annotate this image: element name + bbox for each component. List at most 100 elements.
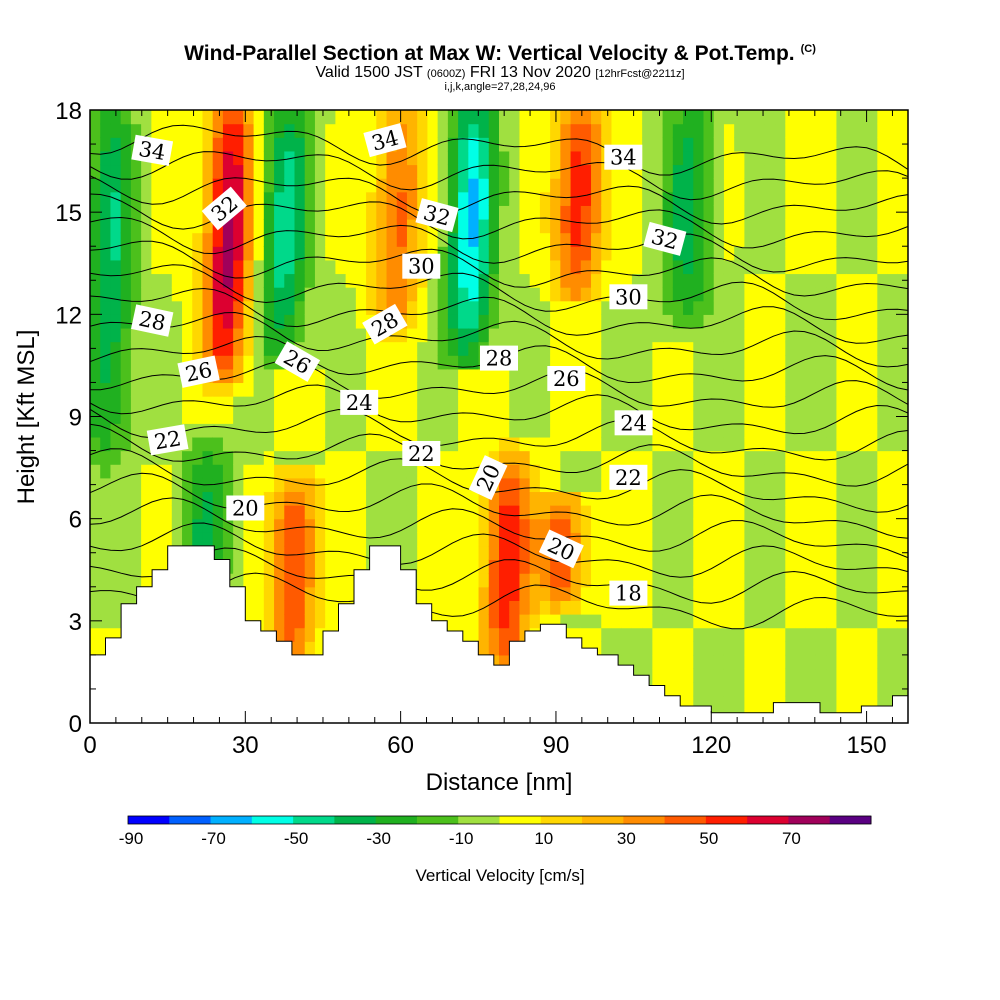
- field-cell: [652, 477, 664, 493]
- field-cell: [233, 423, 244, 438]
- field-cell: [447, 232, 459, 247]
- field-cell: [325, 164, 336, 179]
- field-cell: [284, 287, 296, 302]
- field-cell: [744, 191, 756, 206]
- field-cell: [427, 559, 439, 574]
- field-cell: [284, 300, 296, 315]
- field-cell: [897, 300, 908, 315]
- field-cell: [202, 396, 214, 411]
- field-cell: [672, 559, 684, 574]
- field-cell: [836, 300, 848, 315]
- field-cell: [345, 436, 357, 452]
- field-cell: [897, 668, 908, 683]
- field-cell: [580, 164, 592, 179]
- field-cell: [764, 300, 776, 315]
- field-cell: [355, 150, 367, 166]
- field-cell: [396, 396, 408, 411]
- field-cell: [519, 259, 531, 275]
- field-cell: [652, 178, 664, 193]
- field-cell: [90, 450, 101, 465]
- field-cell: [775, 259, 786, 275]
- field-cell: [161, 178, 173, 193]
- field-cell: [795, 627, 807, 642]
- field-cell: [202, 382, 214, 397]
- field-cell: [366, 532, 377, 547]
- field-cell: [539, 191, 551, 206]
- field-cell: [652, 464, 664, 479]
- field-cell: [570, 491, 582, 506]
- field-cell: [110, 137, 122, 152]
- field-cell: [233, 232, 244, 247]
- field-cell: [815, 273, 827, 288]
- field-cell: [447, 327, 459, 343]
- field-cell: [826, 464, 838, 479]
- field-cell: [550, 246, 561, 261]
- field-cell: [805, 300, 817, 315]
- field-cell: [744, 246, 756, 261]
- field-cell: [815, 137, 827, 152]
- field-cell: [263, 259, 275, 275]
- field-cell: [539, 314, 551, 329]
- field-cell: [120, 532, 132, 547]
- field-cell: [120, 573, 132, 588]
- field-cell: [222, 382, 234, 397]
- field-cell: [161, 518, 173, 533]
- field-cell: [427, 355, 439, 370]
- field-cell: [499, 477, 510, 493]
- field-cell: [887, 273, 899, 288]
- field-cell: [335, 559, 347, 574]
- field-cell: [887, 191, 899, 206]
- field-cell: [734, 287, 745, 302]
- field-cell: [764, 382, 776, 397]
- field-cell: [325, 314, 336, 329]
- field-cell: [130, 545, 142, 561]
- field-cell: [100, 573, 112, 588]
- field-cell: [171, 464, 183, 479]
- field-cell: [754, 273, 766, 288]
- field-cell: [284, 573, 296, 588]
- field-cell: [683, 150, 694, 166]
- field-cell: [233, 450, 244, 465]
- field-cell: [100, 164, 112, 179]
- field-cell: [335, 382, 347, 397]
- field-cell: [550, 232, 561, 247]
- field-cell: [785, 273, 797, 288]
- field-cell: [406, 559, 418, 574]
- field-cell: [867, 110, 878, 125]
- field-cell: [120, 205, 132, 220]
- field-cell: [601, 232, 613, 247]
- field-cell: [785, 382, 797, 397]
- field-cell: [222, 137, 234, 152]
- field-cell: [713, 505, 725, 520]
- field-cell: [314, 341, 326, 356]
- field-cell: [795, 123, 807, 138]
- field-cell: [539, 505, 551, 520]
- field-cell: [182, 246, 193, 261]
- field-cell: [723, 545, 735, 561]
- field-cell: [744, 586, 756, 601]
- field-cell: [366, 341, 377, 356]
- field-cell: [754, 545, 766, 561]
- field-cell: [100, 505, 112, 520]
- field-cell: [120, 409, 132, 424]
- field-cell: [110, 518, 122, 533]
- field-cell: [314, 464, 326, 479]
- field-cell: [580, 573, 592, 588]
- field-cell: [642, 300, 653, 315]
- field-cell: [560, 436, 572, 452]
- field-cell: [141, 532, 152, 547]
- colorbar-swatch: [540, 816, 583, 824]
- field-cell: [580, 423, 592, 438]
- field-cell: [274, 614, 285, 629]
- field-cell: [529, 545, 541, 561]
- contour-label: 28: [480, 345, 518, 371]
- field-cell: [263, 150, 275, 166]
- field-cell: [785, 559, 797, 574]
- field-cell: [233, 355, 244, 370]
- field-cell: [703, 110, 715, 125]
- field-cell: [693, 327, 705, 343]
- field-cell: [570, 218, 582, 234]
- field-cell: [274, 259, 285, 275]
- field-cell: [815, 409, 827, 424]
- field-cell: [795, 191, 807, 206]
